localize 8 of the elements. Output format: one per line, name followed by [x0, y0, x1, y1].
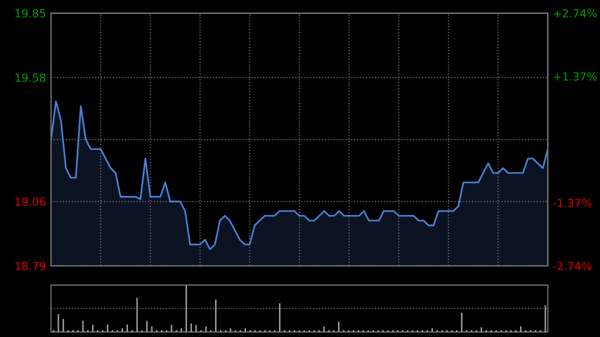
y-tick-label: 19.85 [16, 9, 46, 18]
y2-tick-label: +1.37% [554, 72, 597, 81]
y-tick-label: 19.58 [16, 74, 46, 82]
y2-tick-label: -1.37% [553, 198, 592, 208]
y-tick-label: 19.06 [16, 197, 46, 206]
y2-tick-label: +2.74% [554, 9, 597, 18]
y-tick-label: 18.79 [16, 262, 46, 270]
y2-tick-label: -2.74% [553, 262, 592, 270]
